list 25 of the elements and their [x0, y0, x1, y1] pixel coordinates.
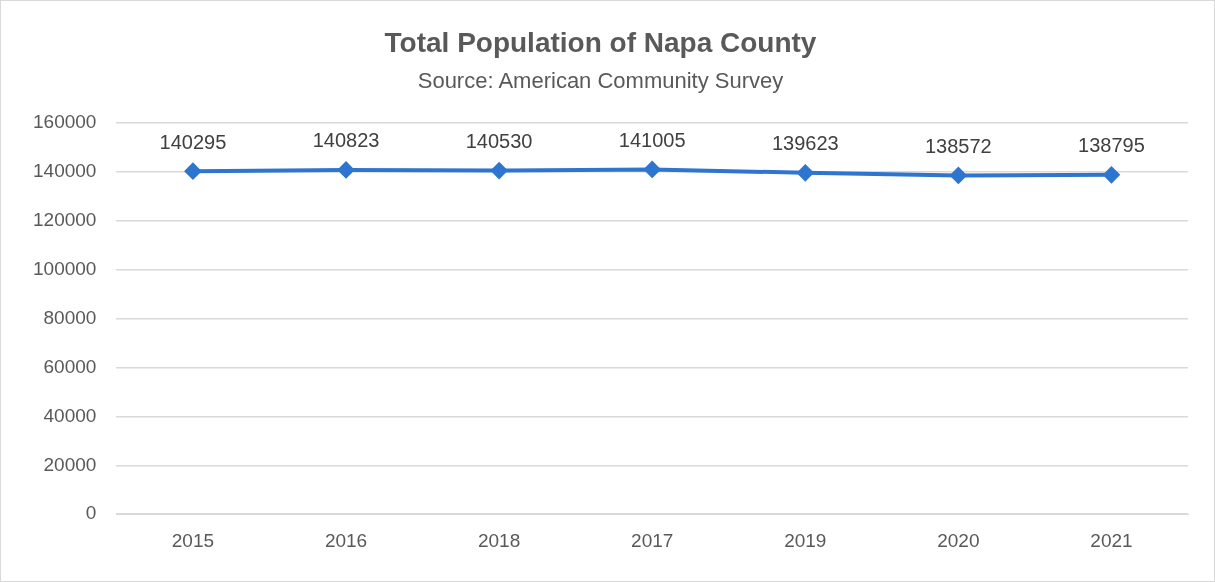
- y-tick-label: 140000: [33, 160, 97, 182]
- y-tick-label: 60000: [43, 355, 97, 377]
- data-label: 140530: [465, 130, 533, 153]
- y-tick-label: 80000: [43, 306, 97, 328]
- y-tick-label: 20000: [43, 453, 97, 475]
- data-label: 139623: [771, 132, 839, 155]
- data-label: 140295: [159, 130, 227, 153]
- y-tick-label: 0: [85, 502, 97, 524]
- y-tick-label: 120000: [33, 209, 97, 231]
- data-label: 140823: [312, 129, 380, 152]
- data-label: 138572: [925, 134, 992, 157]
- y-tick-label: 40000: [43, 404, 97, 426]
- x-tick-label: 2016: [324, 529, 368, 551]
- y-tick-label: 160000: [33, 111, 97, 133]
- chart-subtitle: Source: American Community Survey: [417, 67, 784, 93]
- y-tick-label: 100000: [33, 257, 97, 279]
- x-tick-label: 2021: [1090, 529, 1133, 551]
- x-tick-label: 2015: [171, 529, 215, 551]
- data-label: 138795: [1078, 134, 1145, 157]
- x-tick-label: 2017: [631, 529, 674, 551]
- data-label: 141005: [618, 128, 686, 151]
- x-tick-label: 2018: [477, 529, 521, 551]
- x-tick-label: 2020: [937, 529, 980, 551]
- chart-title: Total Population of Napa County: [384, 26, 817, 58]
- x-tick-label: 2019: [784, 529, 827, 551]
